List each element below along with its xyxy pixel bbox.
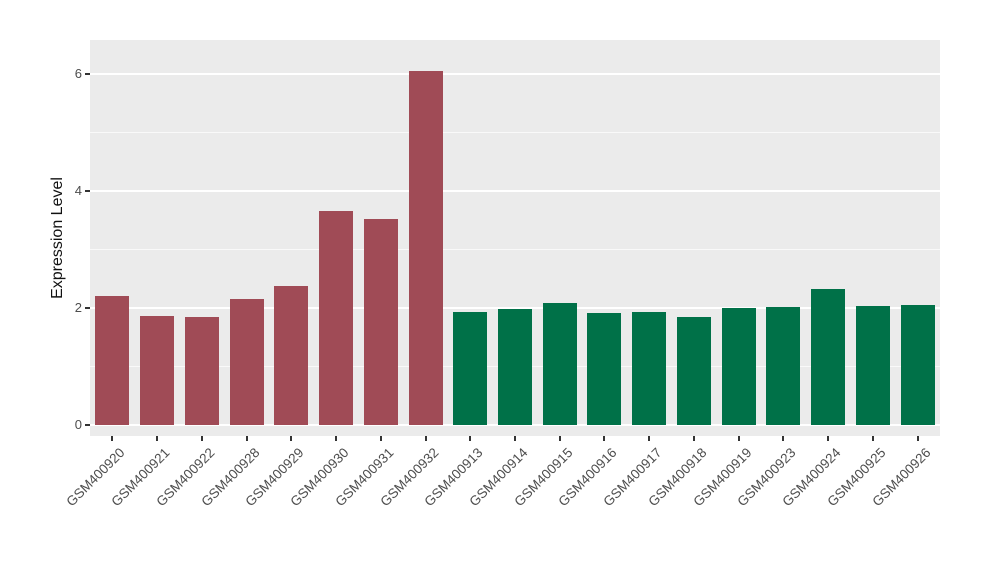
y-tick-label-2: 2 xyxy=(74,300,82,315)
bar-GSM400916 xyxy=(587,312,622,425)
bar-GSM400931 xyxy=(363,218,398,425)
x-tick-mark xyxy=(424,436,427,441)
bar-GSM400926 xyxy=(900,305,935,425)
bar-GSM400915 xyxy=(542,303,577,425)
major-gridline-2 xyxy=(90,307,940,309)
x-tick-mark xyxy=(827,436,830,441)
y-tick-mark xyxy=(85,190,90,192)
x-tick-mark xyxy=(871,436,874,441)
bar-GSM400923 xyxy=(766,307,801,425)
bar-GSM400925 xyxy=(855,305,890,425)
y-tick-mark xyxy=(85,73,90,75)
x-tick-mark xyxy=(782,436,785,441)
x-tick-mark xyxy=(514,436,516,441)
major-gridline-6 xyxy=(90,73,940,75)
minor-gridline-5 xyxy=(90,131,940,133)
bar-GSM400932 xyxy=(408,71,443,425)
x-tick-mark xyxy=(603,436,606,441)
bar-GSM400918 xyxy=(676,317,711,425)
bar-GSM400914 xyxy=(498,308,532,425)
bar-GSM400917 xyxy=(632,311,667,425)
bar-GSM400930 xyxy=(319,210,354,425)
bar-GSM400921 xyxy=(140,315,175,425)
bar-GSM400928 xyxy=(229,299,264,425)
x-tick-mark xyxy=(692,436,695,441)
x-tick-mark xyxy=(156,436,159,441)
major-gridline-4 xyxy=(90,190,940,192)
minor-gridline-3 xyxy=(90,248,940,250)
y-tick-label-6: 6 xyxy=(74,66,82,81)
bar-GSM400913 xyxy=(453,312,488,425)
bar-GSM400929 xyxy=(274,286,309,425)
x-tick-mark xyxy=(245,436,248,441)
y-tick-label-0: 0 xyxy=(74,417,82,432)
y-tick-label-4: 4 xyxy=(74,183,82,198)
bar-GSM400920 xyxy=(95,295,130,425)
x-tick-mark xyxy=(648,436,651,441)
major-gridline-0 xyxy=(90,424,940,426)
x-tick-mark xyxy=(469,436,472,441)
x-tick-mark xyxy=(200,436,203,441)
bar-GSM400919 xyxy=(721,308,756,425)
y-tick-mark xyxy=(85,307,90,309)
x-tick-mark xyxy=(379,436,382,441)
bar-GSM400924 xyxy=(811,288,846,425)
x-tick-mark xyxy=(916,436,919,441)
y-tick-mark xyxy=(85,424,90,426)
x-tick-mark xyxy=(111,436,114,441)
x-tick-mark xyxy=(290,436,293,441)
plot-panel xyxy=(90,40,940,436)
x-tick-mark xyxy=(335,436,338,441)
x-tick-mark xyxy=(737,436,740,441)
bar-GSM400922 xyxy=(184,317,219,425)
x-tick-mark xyxy=(558,436,561,441)
